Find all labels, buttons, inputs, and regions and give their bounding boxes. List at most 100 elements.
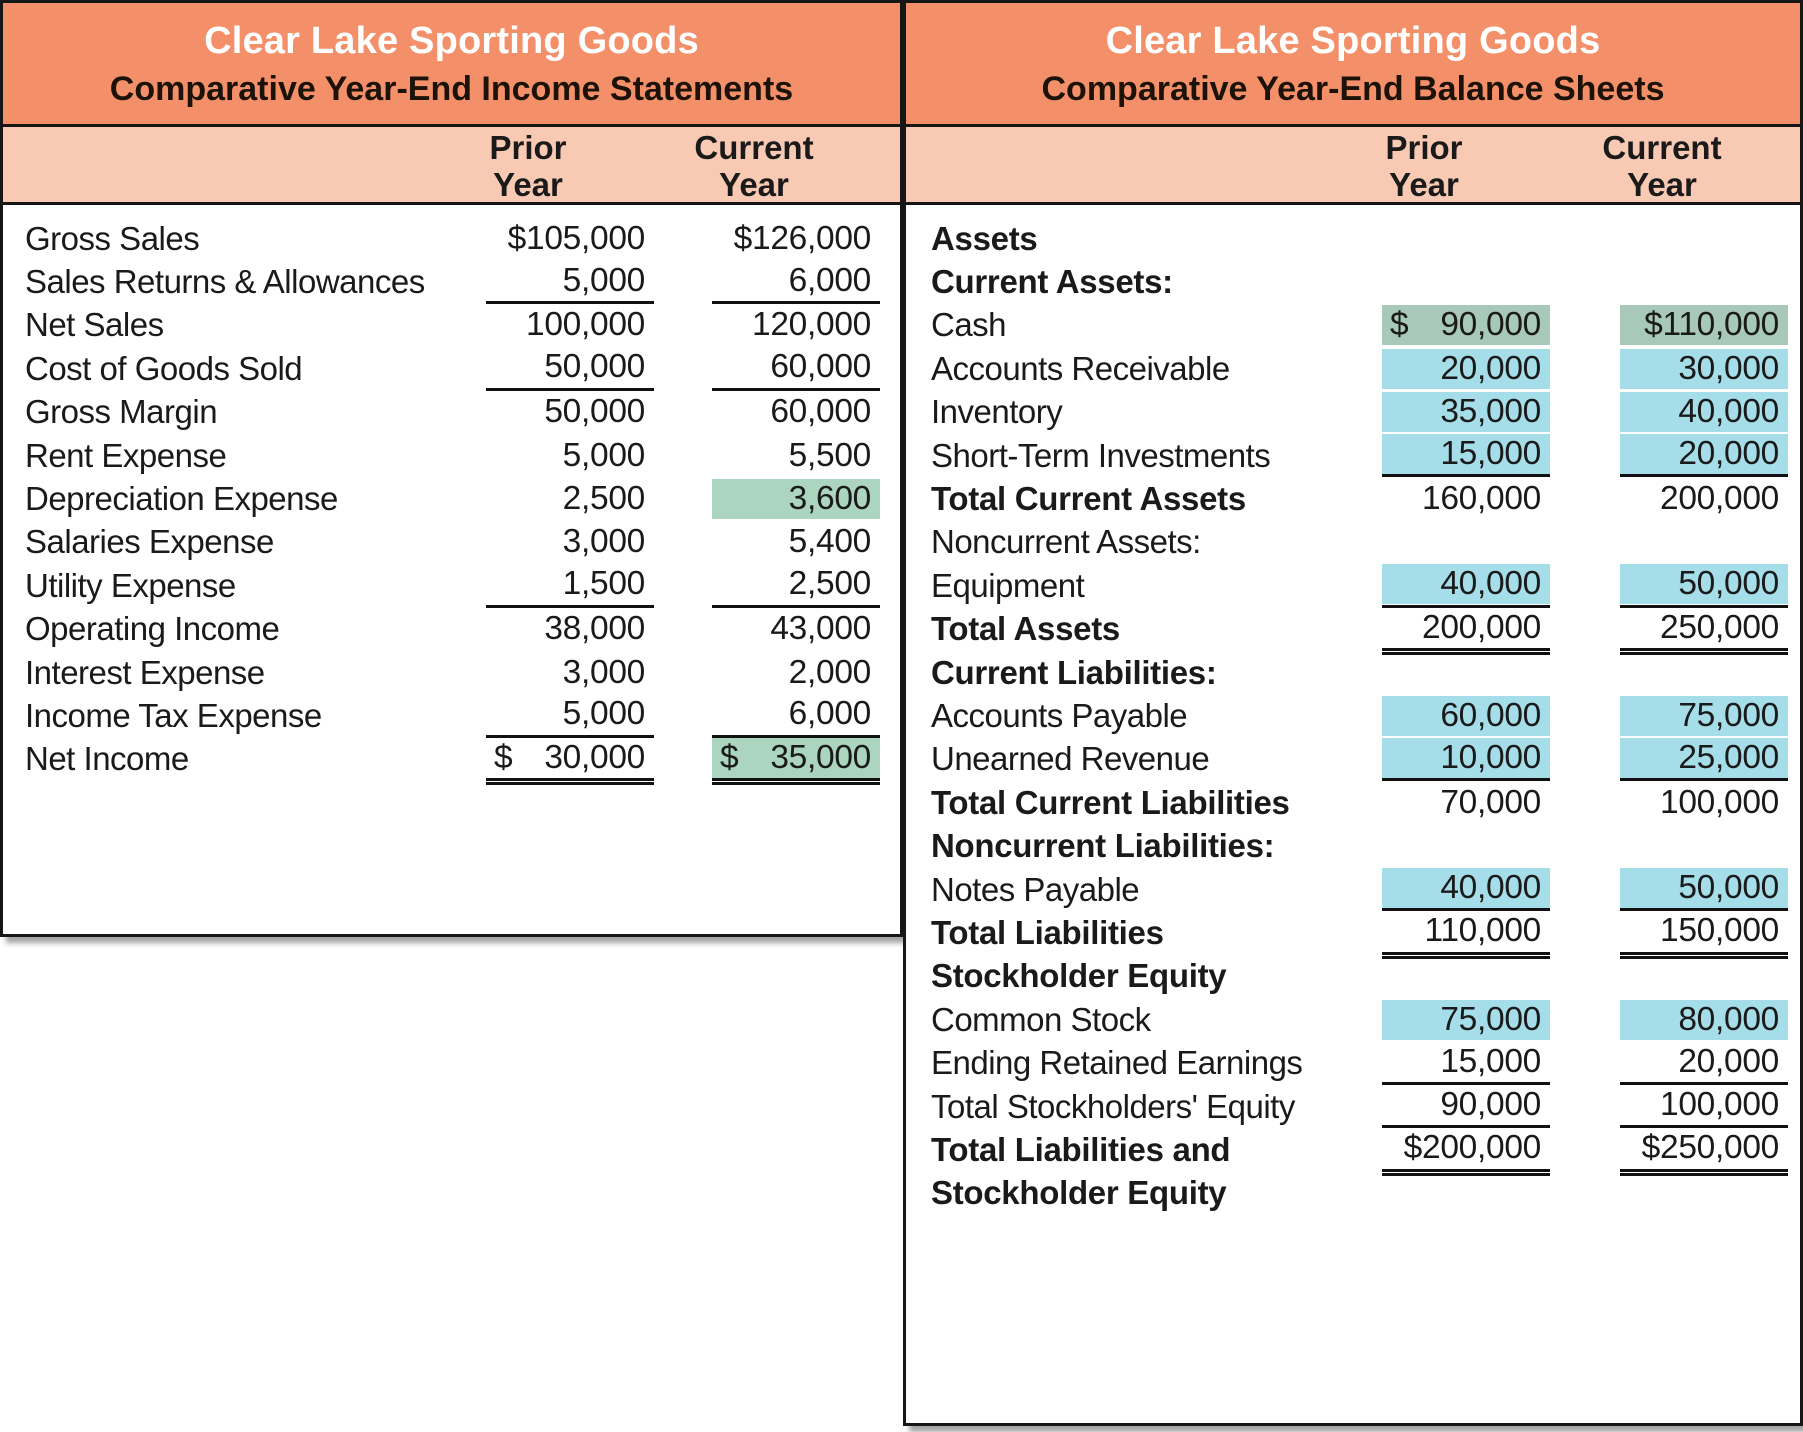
value-cell: 160,000	[1382, 479, 1550, 519]
value-cell: 15,000	[1382, 434, 1550, 475]
table-row: Utility Expense 1,500 2,500	[3, 564, 900, 608]
value-cell: 50,000	[486, 347, 654, 387]
current-year-value: 6,000	[712, 260, 880, 304]
table-row: Cost of Goods Sold 50,000 60,000	[3, 347, 900, 391]
row-label: Short-Term Investments	[931, 436, 1271, 474]
amount: 6,000	[788, 695, 872, 733]
amount: 3,000	[562, 523, 646, 561]
current-year-value: 250,000	[1620, 608, 1788, 656]
amount: 60,000	[1440, 696, 1541, 734]
prior-year-column-header: Prior Year	[489, 128, 567, 203]
dollar-sign: $	[1390, 306, 1409, 344]
value-cell: 3,000	[486, 522, 654, 562]
current-year-value: 2,000	[712, 651, 880, 694]
amount: 35,000	[770, 738, 871, 776]
value-cell: 200,000	[1382, 608, 1550, 648]
table-row: Current Liabilities:	[906, 651, 1800, 694]
table-row: Inventory 35,000 40,000	[906, 391, 1800, 434]
prior-year-value: 50,000	[486, 347, 654, 391]
prior-year-value: $200,000	[1382, 1128, 1550, 1177]
balance-sheet-rows: Assets Current Assets: Cash $90,000 $110…	[906, 205, 1800, 1215]
amount: 60,000	[770, 348, 871, 386]
income-statement-title: Clear Lake Sporting Goods	[204, 20, 699, 62]
amount: 5,000	[562, 261, 646, 299]
current-year-value: 40,000	[1620, 391, 1788, 434]
value-cell: 25,000	[1620, 737, 1788, 778]
prior-year-value: 60,000	[1382, 694, 1550, 737]
table-row: Total Liabilities 110,000 150,000	[906, 911, 1800, 960]
prior-year-value: $90,000	[1382, 304, 1550, 347]
table-row: Net Income $30,000 $35,000	[3, 737, 900, 786]
amount: 75,000	[1440, 1000, 1541, 1038]
row-label: Total Liabilities and	[931, 1130, 1231, 1168]
row-label: Noncurrent Assets:	[931, 523, 1201, 561]
current-year-value: $35,000	[712, 737, 880, 786]
value-cell: 2,000	[712, 653, 880, 693]
amount: $105,000	[507, 219, 646, 257]
current-year-value: 100,000	[1620, 1085, 1788, 1129]
row-label: Accounts Payable	[931, 696, 1188, 734]
row-label: Gross Margin	[25, 393, 218, 431]
row-label: Ending Retained Earnings	[931, 1044, 1303, 1082]
current-year-value: 200,000	[1620, 477, 1788, 520]
amount: 50,000	[544, 393, 645, 431]
amount: 100,000	[1660, 783, 1779, 821]
value-cell: 35,000	[1382, 392, 1550, 433]
amount: 40,000	[1440, 565, 1541, 603]
current-year-value: 50,000	[1620, 868, 1788, 912]
table-row: Assets	[906, 217, 1800, 260]
table-row: Cash $90,000 $110,000	[906, 304, 1800, 347]
amount: 50,000	[544, 348, 645, 386]
table-row: Notes Payable 40,000 50,000	[906, 868, 1800, 912]
table-row: Total Liabilities and $200,000 $250,000	[906, 1128, 1800, 1177]
current-year-value	[1620, 651, 1788, 694]
prior-year-value: 15,000	[1382, 1041, 1550, 1085]
balance-sheet-table: Clear Lake Sporting Goods Comparative Ye…	[903, 0, 1803, 1426]
amount: 30,000	[1678, 349, 1779, 387]
value-cell: 150,000	[1620, 911, 1788, 951]
row-label: Stockholder Equity	[931, 957, 1227, 995]
table-row: Equipment 40,000 50,000	[906, 564, 1800, 608]
amount: 25,000	[1678, 738, 1779, 776]
value-cell: $30,000	[486, 738, 654, 778]
income-statement-table: Clear Lake Sporting Goods Comparative Ye…	[0, 0, 903, 937]
current-year-value	[1620, 217, 1788, 260]
table-row: Stockholder Equity	[906, 955, 1800, 998]
value-cell: 50,000	[486, 392, 654, 432]
table-row: Ending Retained Earnings 15,000 20,000	[906, 1041, 1800, 1085]
value-cell: 3,600	[712, 479, 880, 520]
amount: 15,000	[1440, 435, 1541, 473]
amount: 1,500	[562, 565, 646, 603]
value-cell: $35,000	[712, 737, 880, 778]
value-cell: $126,000	[712, 219, 880, 259]
value-cell: 60,000	[712, 347, 880, 387]
row-label: Net Sales	[25, 306, 164, 344]
prior-year-value: 50,000	[486, 391, 654, 434]
value-cell: 60,000	[712, 392, 880, 432]
value-cell: 3,000	[486, 653, 654, 693]
current-year-value: 6,000	[712, 694, 880, 738]
prior-year-value: 10,000	[1382, 737, 1550, 782]
value-cell: 120,000	[712, 305, 880, 345]
amount: 150,000	[1660, 912, 1779, 950]
amount: 5,400	[788, 523, 872, 561]
amount: 38,000	[544, 610, 645, 648]
current-year-value: 25,000	[1620, 737, 1788, 782]
row-label: Total Current Liabilities	[931, 783, 1290, 821]
current-year-value: 30,000	[1620, 347, 1788, 390]
current-year-value: 20,000	[1620, 434, 1788, 478]
income-statement-column-headers: Prior Year Current Year	[3, 127, 900, 205]
value-cell: 1,500	[486, 564, 654, 604]
current-year-value	[1620, 260, 1788, 303]
current-year-value: 43,000	[712, 608, 880, 651]
amount: 5,000	[562, 436, 646, 474]
table-row: Salaries Expense 3,000 5,400	[3, 521, 900, 564]
table-row: Accounts Receivable 20,000 30,000	[906, 347, 1800, 390]
prior-year-value: 20,000	[1382, 347, 1550, 390]
amount: 43,000	[770, 610, 871, 648]
value-cell: $110,000	[1620, 305, 1788, 346]
row-label: Interest Expense	[25, 653, 265, 691]
value-cell: 40,000	[1382, 868, 1550, 909]
row-label: Total Current Assets	[931, 480, 1246, 518]
